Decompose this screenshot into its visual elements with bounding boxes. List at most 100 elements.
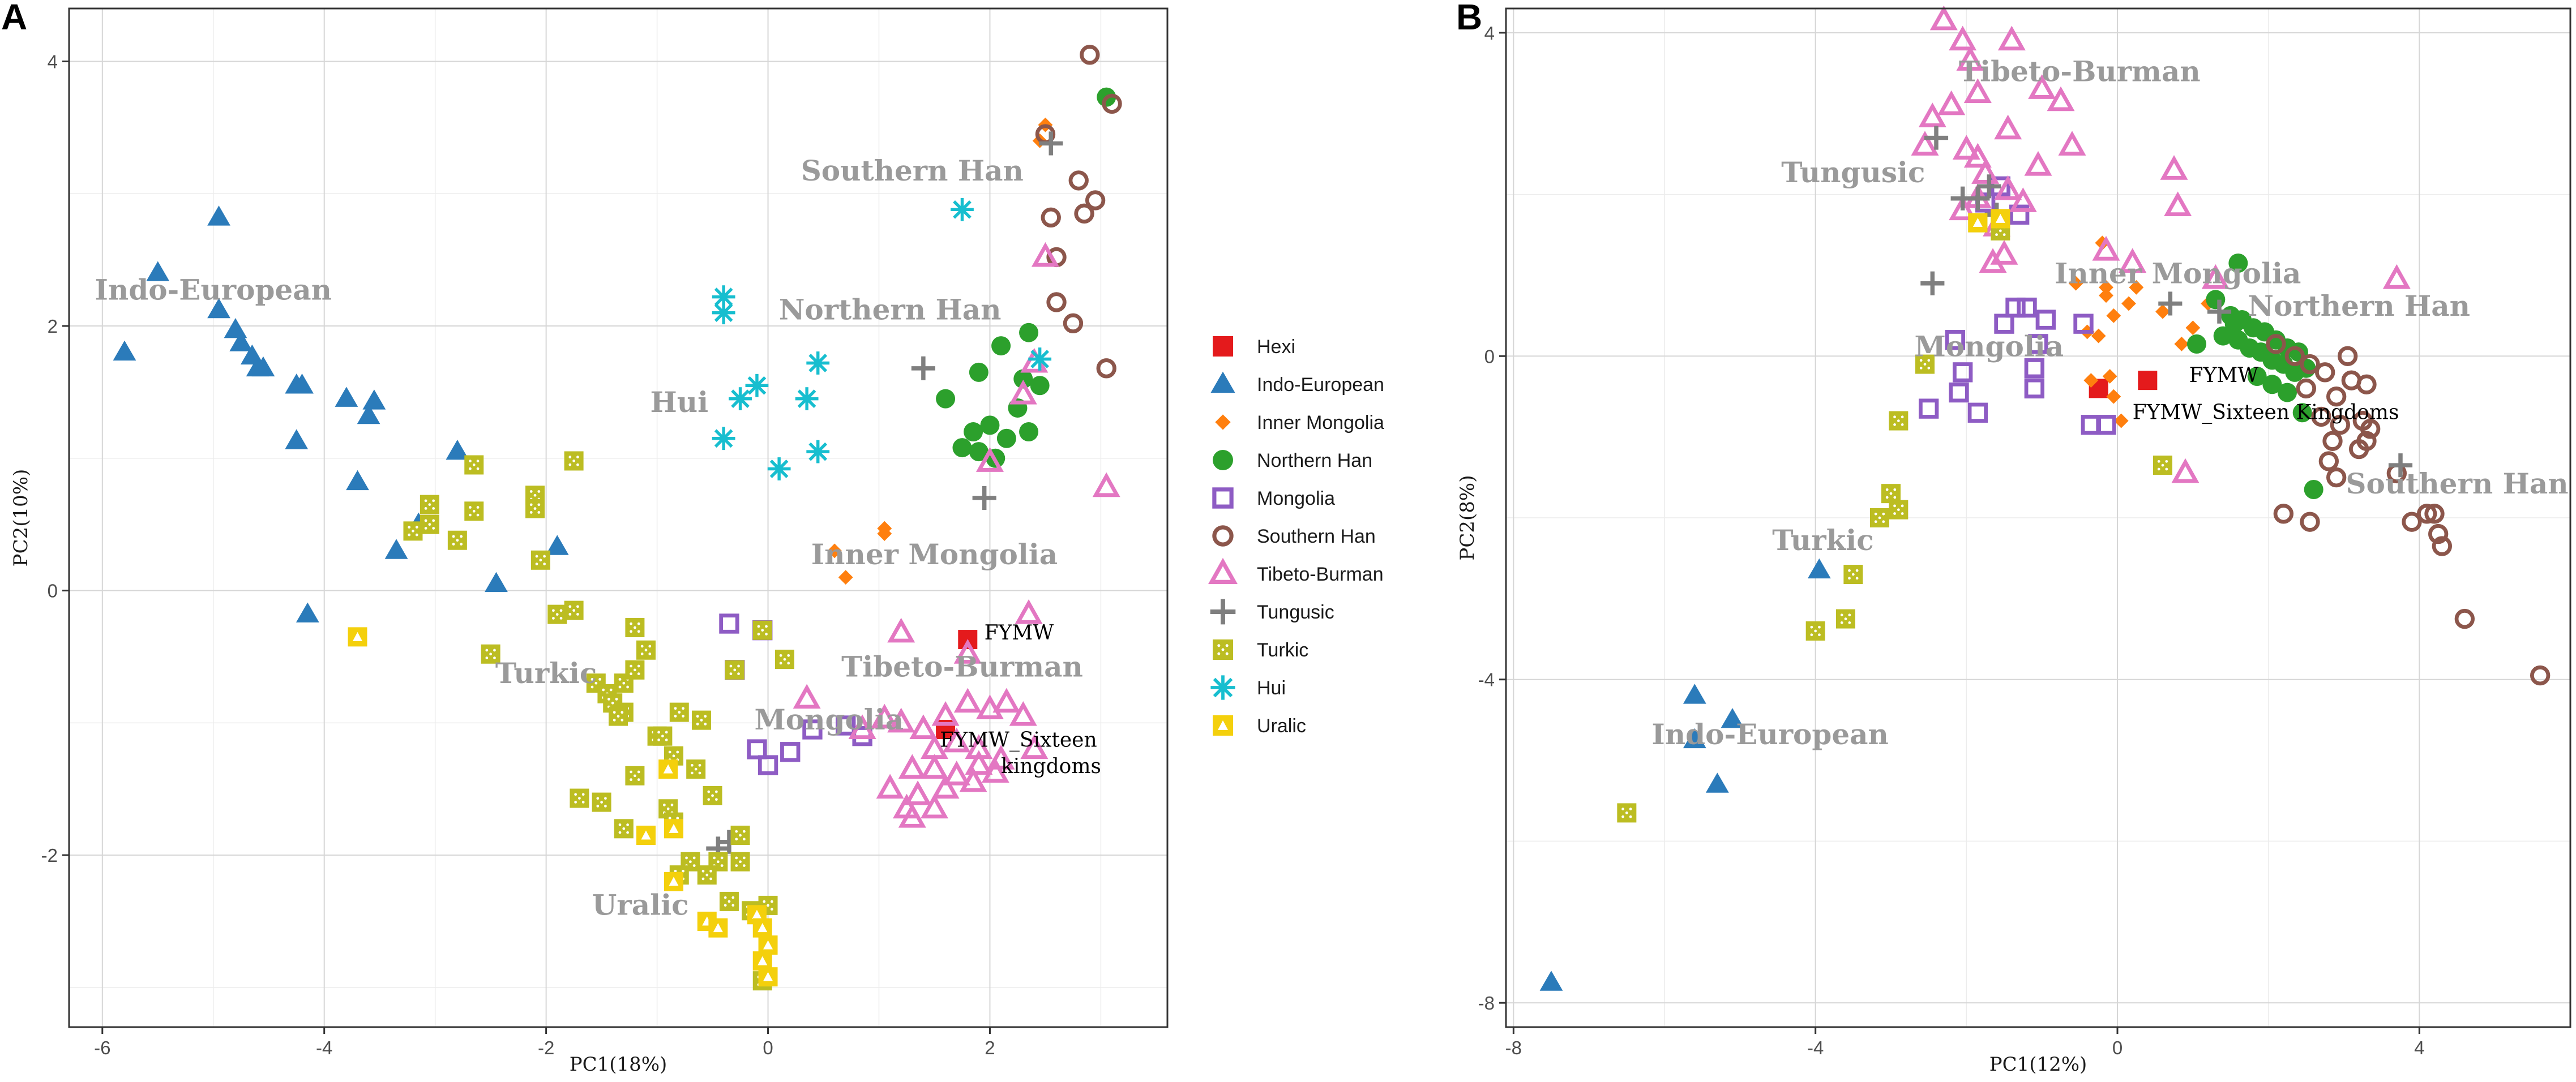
point-hui bbox=[712, 301, 735, 325]
point-tibeto-burman bbox=[1092, 472, 1120, 497]
point-turkic bbox=[1617, 803, 1637, 823]
panel-b-group-label-turkic: Turkic bbox=[1772, 523, 1873, 557]
panel-b-y-ticks: -8 -4 0 4 bbox=[1478, 23, 1506, 1014]
point-uralic bbox=[752, 918, 772, 938]
point-tibeto-burman bbox=[1997, 25, 2026, 51]
point-hui bbox=[795, 387, 819, 411]
point-turkic bbox=[1881, 484, 1901, 504]
point-turkic bbox=[686, 759, 706, 779]
legend-label: Turkic bbox=[1257, 639, 1308, 661]
point-turkic bbox=[403, 521, 423, 541]
point-uralic bbox=[1968, 213, 1988, 233]
point-tungusic bbox=[2207, 299, 2232, 324]
point-northern-han bbox=[2228, 254, 2248, 273]
point-indo-european bbox=[485, 572, 508, 592]
point-southern-han bbox=[2360, 419, 2381, 439]
point-mongolia bbox=[719, 613, 739, 634]
point-mongolia bbox=[1967, 402, 1988, 423]
point-turkic bbox=[752, 620, 772, 640]
point-turkic bbox=[420, 514, 439, 534]
point-tibeto-burman bbox=[887, 707, 915, 733]
point-northern-han bbox=[2206, 290, 2226, 310]
point-hui bbox=[1028, 347, 1052, 371]
point-hui bbox=[767, 457, 791, 480]
point-southern-han bbox=[1085, 190, 1106, 211]
point-uralic bbox=[348, 627, 367, 647]
point-southern-han bbox=[2416, 504, 2437, 524]
point-southern-han bbox=[2424, 504, 2445, 524]
point-northern-han bbox=[969, 362, 989, 382]
point-turkic bbox=[719, 891, 739, 911]
point-tungusic bbox=[1977, 174, 2001, 199]
panel-a-group-label-southern-han: Southern Han bbox=[801, 154, 1024, 187]
point-northern-han bbox=[2224, 314, 2244, 334]
point-northern-han bbox=[952, 438, 972, 458]
point-tibeto-burman bbox=[2024, 151, 2052, 176]
point-tungusic bbox=[1920, 271, 1945, 295]
panel-b-y-tick-label: 4 bbox=[1484, 23, 1495, 44]
panel-b-x-axis-title: PC1(12%) bbox=[1989, 1053, 2087, 1076]
point-indo-european bbox=[545, 535, 569, 555]
panel-b-x-ticks: -8 -4 0 4 bbox=[1505, 1027, 2425, 1058]
point-inner-mongolia bbox=[2083, 373, 2099, 388]
point-turkic bbox=[447, 530, 467, 550]
legend-label: Hui bbox=[1257, 677, 1286, 699]
panel-a-y-axis-title: PC2(10%) bbox=[10, 469, 32, 567]
legend-label: Uralic bbox=[1257, 715, 1306, 737]
point-indo-european bbox=[229, 331, 253, 351]
point-turkic bbox=[564, 600, 584, 620]
point-turkic bbox=[1836, 609, 1855, 629]
point-inner-mongolia bbox=[838, 570, 853, 585]
panel-b-x-tick-label: 0 bbox=[2112, 1037, 2123, 1058]
panel-b: B Tibeto-Burman Tungusic Inner MongoliaNor… bbox=[1456, 0, 2571, 1076]
legend-key-tungusic bbox=[1210, 599, 1236, 625]
point-southern-han bbox=[1096, 358, 1116, 379]
point-southern-han bbox=[1102, 93, 1122, 114]
point-tibeto-burman bbox=[931, 701, 960, 726]
point-turkic bbox=[564, 451, 584, 471]
point-tibeto-burman bbox=[848, 714, 876, 740]
point-northern-han bbox=[1019, 422, 1039, 442]
point-indo-european bbox=[1705, 772, 1729, 793]
point-inner-mongolia bbox=[2099, 280, 2113, 295]
point-inner-mongolia bbox=[2155, 304, 2170, 319]
point-northern-han bbox=[2187, 334, 2206, 354]
point-tibeto-burman bbox=[2092, 235, 2120, 261]
point-southern-han bbox=[1046, 292, 1067, 312]
point-tibeto-burman bbox=[904, 780, 932, 805]
point-tungusic bbox=[2158, 291, 2183, 316]
panel-a-y-tick-label: 4 bbox=[48, 51, 58, 72]
legend-item-hui: Hui bbox=[1210, 675, 1286, 700]
point-tibeto-burman bbox=[2028, 74, 2056, 99]
point-tibeto-burman bbox=[2382, 264, 2411, 289]
point-turkic bbox=[1805, 621, 1825, 641]
point-southern-han bbox=[2300, 512, 2320, 532]
point-tibeto-burman bbox=[2058, 131, 2086, 156]
legend-key-southern-han bbox=[1212, 525, 1234, 547]
panel-a-group-label-inner-mongolia: Inner Mongolia bbox=[811, 538, 1058, 571]
point-tibeto-burman bbox=[870, 703, 898, 729]
legend-key-inner-mongolia bbox=[1215, 414, 1231, 430]
legend-label: Tungusic bbox=[1257, 602, 1334, 623]
legend-key-turkic bbox=[1213, 639, 1233, 660]
point-northern-han bbox=[2213, 326, 2233, 346]
point-uralic bbox=[658, 759, 678, 779]
point-tungusic bbox=[2388, 453, 2413, 478]
point-northern-han bbox=[996, 428, 1016, 448]
point-turkic bbox=[625, 766, 645, 785]
point-mongolia bbox=[1949, 382, 1969, 403]
legend-key-tibeto-burman bbox=[1208, 557, 1238, 585]
point-tibeto-burman bbox=[943, 727, 971, 753]
point-tibeto-burman bbox=[981, 758, 1009, 783]
point-indo-european bbox=[384, 539, 408, 559]
point-northern-han bbox=[2278, 383, 2297, 402]
point-mongolia bbox=[747, 739, 767, 759]
panel-a-annotations: FYMW FYMW_Sixteen kingdoms bbox=[940, 621, 1101, 778]
point-turkic bbox=[525, 499, 545, 518]
point-inner-mongolia bbox=[2102, 369, 2117, 384]
point-tibeto-burman bbox=[2119, 248, 2147, 273]
point-northern-han bbox=[969, 442, 989, 462]
legend-label: Southern Han bbox=[1257, 526, 1376, 547]
point-tibeto-burman bbox=[1963, 78, 1992, 104]
